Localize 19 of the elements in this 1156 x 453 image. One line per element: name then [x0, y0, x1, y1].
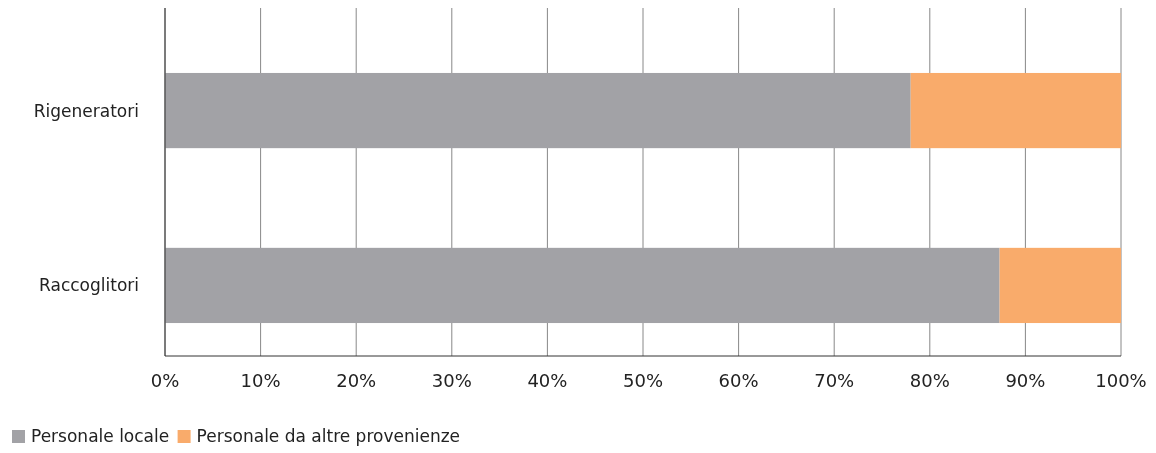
x-tick-label: 80%: [909, 370, 950, 391]
x-tick-label: 50%: [622, 370, 664, 391]
y-tick-label: Raccoglitori: [39, 275, 139, 296]
bar: [910, 72, 1121, 149]
x-tick-label: 60%: [718, 370, 759, 391]
x-tick-label: 30%: [431, 370, 472, 391]
x-tick-label: 90%: [1005, 370, 1046, 391]
bar: [165, 72, 911, 149]
x-tick-label: 0%: [150, 370, 180, 391]
bar: [999, 247, 1121, 324]
bar: [165, 247, 1000, 324]
x-tick-label: 40%: [527, 370, 568, 391]
x-tick-label: 20%: [336, 370, 377, 391]
legend-label: Personale locale: [31, 426, 170, 446]
y-tick-label: Rigeneratori: [33, 100, 139, 121]
x-tick-label: 10%: [240, 370, 281, 391]
x-tick-label: 70%: [814, 370, 855, 391]
legend-label: Personale da altre provenienze: [196, 426, 461, 446]
x-tick-label: 100%: [1095, 370, 1147, 391]
